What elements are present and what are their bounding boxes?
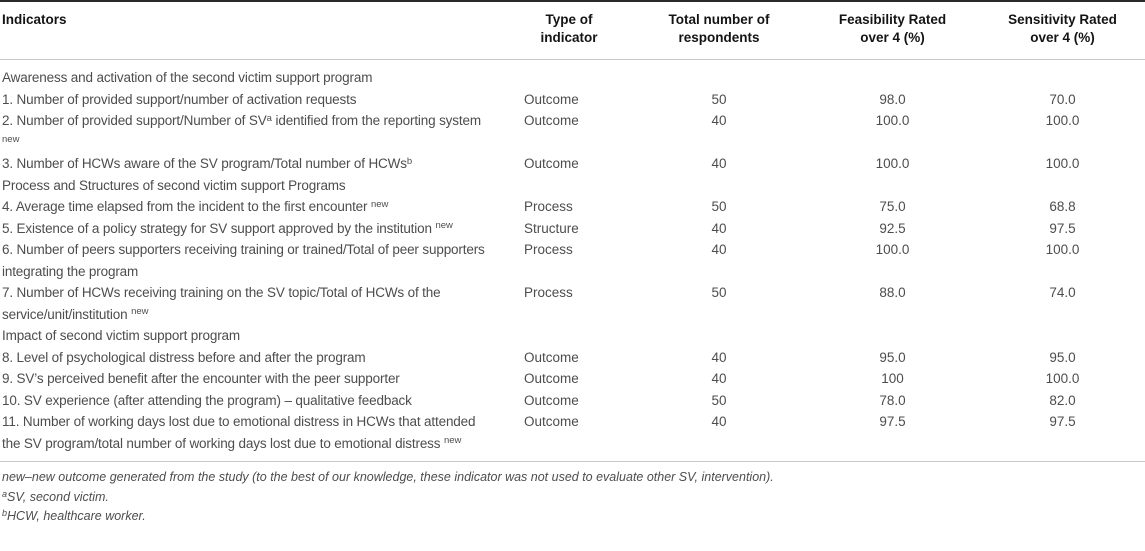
table-body: Awareness and activation of the second v… (0, 60, 1145, 462)
feasibility-cell: 75.0 (879, 199, 906, 214)
type-cell: Outcome (524, 349, 579, 365)
table-row: 4. Average time elapsed from the inciden… (0, 196, 1145, 218)
superscript-marker: new (435, 220, 453, 231)
superscript-marker: b (406, 155, 413, 167)
type-cell: Outcome (524, 414, 579, 429)
type-cell: Outcome (524, 392, 579, 408)
type-cell: Outcome (524, 113, 579, 128)
type-cell: Outcome (524, 156, 579, 171)
table-row: 11. Number of working days lost due to e… (0, 411, 1145, 462)
table-row: 6. Number of peers supporters receiving … (0, 239, 1145, 282)
type-cell: Structure (524, 220, 579, 236)
column-header-sensitivity: Sensitivity Rated over 4 (%) (980, 1, 1145, 60)
indicator-cell: 5. Existence of a policy strategy for SV… (2, 220, 453, 236)
sensitivity-cell: 70.0 (1049, 91, 1076, 107)
table-row: 7. Number of HCWs receiving training on … (0, 282, 1145, 325)
superscript-marker: a (2, 488, 8, 499)
feasibility-cell: 88.0 (879, 285, 906, 300)
superscript-marker: new (443, 435, 462, 446)
table-row: 10. SV experience (after attending the p… (0, 390, 1145, 412)
respondents-cell: 50 (711, 199, 727, 214)
type-cell: Process (524, 199, 573, 214)
indicator-cell: 9. SV’s perceived benefit after the enco… (2, 371, 400, 386)
respondents-cell: 40 (711, 156, 727, 171)
table-row: 1. Number of provided support/number of … (0, 89, 1145, 111)
sensitivity-cell: 68.8 (1049, 199, 1076, 214)
respondents-cell: 40 (711, 242, 727, 257)
feasibility-cell: 92.5 (879, 220, 906, 236)
sensitivity-cell: 95.0 (1049, 349, 1076, 365)
feasibility-cell: 78.0 (879, 392, 906, 408)
table-row: 2. Number of provided support/Number of … (0, 110, 1145, 153)
sensitivity-cell: 100.0 (1045, 242, 1080, 257)
section-label: Process and Structures of second victim … (2, 177, 346, 193)
section-row: Impact of second victim support program (0, 325, 1145, 347)
section-row: Process and Structures of second victim … (0, 175, 1145, 197)
superscript-marker: new (370, 198, 389, 210)
sensitivity-cell: 97.5 (1049, 220, 1076, 236)
feasibility-cell: 100.0 (875, 156, 910, 171)
section-label: Awareness and activation of the second v… (2, 70, 373, 85)
sensitivity-cell: 100.0 (1045, 371, 1080, 386)
sensitivity-cell: 100.0 (1045, 113, 1080, 128)
respondents-cell: 40 (711, 220, 727, 236)
indicator-cell: 6. Number of peers supporters receiving … (2, 242, 485, 279)
respondents-cell: 50 (711, 285, 727, 300)
feasibility-cell: 100 (881, 371, 904, 386)
respondents-cell: 40 (711, 349, 727, 365)
respondents-cell: 40 (711, 371, 727, 386)
indicator-cell: 1. Number of provided support/number of … (2, 91, 357, 107)
superscript-marker: new (131, 306, 149, 317)
indicator-cell: 7. Number of HCWs receiving training on … (2, 285, 441, 322)
table-header: Indicators Type of indicator Total numbe… (0, 1, 1145, 60)
feasibility-cell: 100.0 (875, 113, 910, 128)
feasibility-cell: 95.0 (879, 349, 906, 365)
column-header-feasibility: Feasibility Rated over 4 (%) (805, 1, 980, 60)
table-row: 5. Existence of a policy strategy for SV… (0, 218, 1145, 240)
section-label: Impact of second victim support program (2, 328, 241, 343)
indicator-cell: 8. Level of psychological distress befor… (2, 349, 366, 365)
sensitivity-cell: 82.0 (1049, 392, 1076, 408)
footnote: new–new outcome generated from the study… (2, 470, 774, 484)
respondents-cell: 50 (711, 392, 727, 408)
indicator-cell: 4. Average time elapsed from the inciden… (2, 198, 389, 214)
superscript-marker: b (2, 508, 8, 518)
indicator-cell: 10. SV experience (after attending the p… (2, 392, 412, 408)
type-cell: Process (524, 285, 573, 300)
superscript-marker: a (266, 112, 272, 124)
table-row: 8. Level of psychological distress befor… (0, 347, 1145, 369)
header-row: Indicators Type of indicator Total numbe… (0, 1, 1145, 60)
footnote: aSV, second victim. (2, 488, 109, 504)
column-header-respondents: Total number of respondents (633, 1, 805, 60)
indicator-cell: 11. Number of working days lost due to e… (2, 414, 476, 451)
type-cell: Outcome (524, 91, 579, 107)
table-row: 3. Number of HCWs aware of the SV progra… (0, 153, 1145, 175)
indicator-cell: 3. Number of HCWs aware of the SV progra… (2, 155, 413, 171)
indicators-table: Indicators Type of indicator Total numbe… (0, 0, 1145, 462)
sensitivity-cell: 97.5 (1049, 414, 1076, 429)
column-header-indicators: Indicators (0, 1, 505, 60)
type-cell: Outcome (524, 371, 579, 386)
section-row: Awareness and activation of the second v… (0, 60, 1145, 89)
respondents-cell: 50 (711, 91, 727, 107)
respondents-cell: 40 (711, 113, 727, 128)
feasibility-cell: 97.5 (879, 414, 906, 429)
indicator-cell: 2. Number of provided support/Number of … (2, 112, 481, 145)
footnote: bHCW, healthcare worker. (2, 508, 146, 524)
table-footnotes: new–new outcome generated from the study… (0, 462, 1145, 527)
sensitivity-cell: 100.0 (1045, 156, 1080, 171)
respondents-cell: 40 (711, 414, 727, 429)
superscript-marker: new (2, 134, 20, 145)
sensitivity-cell: 74.0 (1049, 285, 1076, 300)
type-cell: Process (524, 242, 573, 257)
feasibility-cell: 98.0 (879, 91, 906, 107)
table-row: 9. SV’s perceived benefit after the enco… (0, 368, 1145, 390)
column-header-type: Type of indicator (505, 1, 633, 60)
feasibility-cell: 100.0 (875, 242, 910, 257)
